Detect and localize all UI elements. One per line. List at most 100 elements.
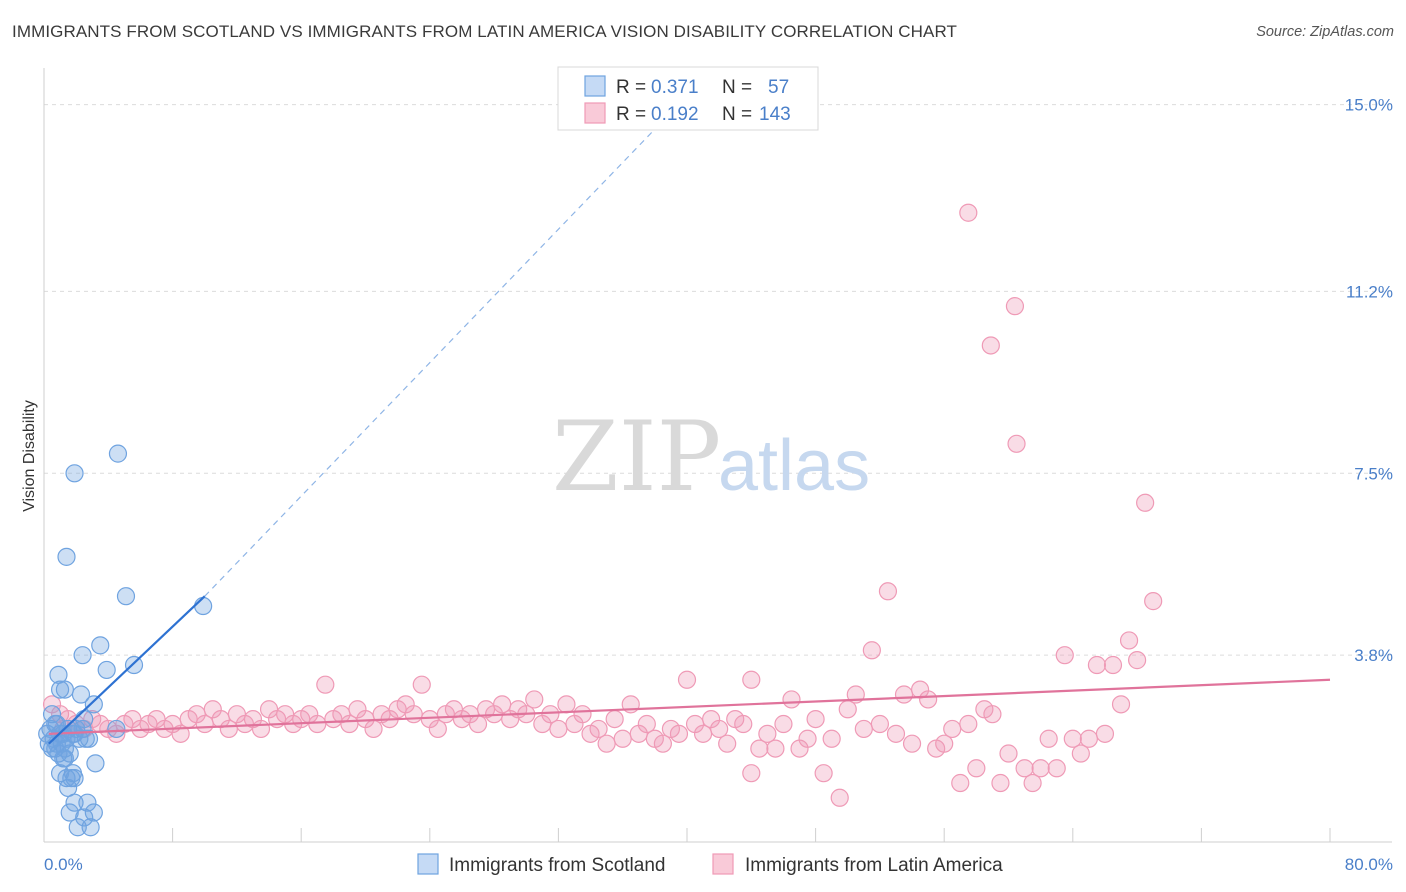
- legend-r-value-2: 0.192: [651, 104, 699, 125]
- scotland-point-32: [91, 636, 110, 655]
- watermark-zip: ZIP: [552, 401, 721, 513]
- scotland-point-31: [86, 754, 105, 773]
- latin-point-70: [597, 734, 616, 753]
- legend-r-label-1: R =: [616, 77, 646, 98]
- latin-point-110: [919, 690, 938, 709]
- latin-point-72: [613, 729, 632, 748]
- latin-point-71: [605, 709, 624, 729]
- latin-point-67: [573, 705, 592, 724]
- latin-point-116: [967, 759, 986, 778]
- latin-point-115: [959, 714, 978, 734]
- scotland-point-29: [79, 729, 99, 748]
- y-axis-label: Vision Disability: [21, 400, 38, 512]
- source-label: Source: ZipAtlas.com: [1256, 24, 1394, 40]
- scotland-point-26: [71, 685, 91, 704]
- scotland-point-52: [81, 818, 100, 837]
- latin-point-63: [541, 705, 560, 724]
- latin-point-138: [1144, 592, 1163, 611]
- latin-point-136: [1127, 651, 1147, 670]
- top-legend: R = 0.371 N = 57 R = 0.192 N = 143: [557, 66, 819, 131]
- scotland-point-54: [55, 749, 74, 768]
- latin-point-80: [677, 670, 697, 689]
- scotland-point-49: [68, 818, 87, 837]
- latin-point-65: [557, 695, 576, 714]
- latin-point-118: [983, 705, 1002, 724]
- scotland-point-16: [50, 680, 70, 699]
- scotland-point-40: [194, 596, 213, 616]
- legend-swatch-latin: [584, 102, 606, 124]
- latin-point-49: [428, 719, 447, 739]
- latin-point-89: [750, 739, 769, 758]
- scotland-point-46: [65, 768, 84, 788]
- latin-point-47: [412, 675, 431, 694]
- latin-point-95: [798, 729, 817, 748]
- chart-title: IMMIGRANTS FROM SCOTLAND VS IMMIGRANTS F…: [12, 22, 958, 41]
- latin-point-121: [1007, 434, 1026, 453]
- latin-point-84: [710, 719, 729, 739]
- latin-point-104: [870, 714, 890, 734]
- latin-point-125: [1039, 729, 1058, 748]
- scotland-point-9: [42, 705, 62, 724]
- latin-point-122: [1015, 759, 1034, 778]
- latin-point-99: [830, 788, 849, 807]
- x-tick-label-0: 0.0%: [44, 855, 83, 874]
- scotland-point-48: [65, 793, 84, 812]
- scotland-point-30: [84, 695, 103, 714]
- latin-point-140: [1005, 297, 1025, 316]
- scotland-point-36: [124, 655, 144, 675]
- scotland-point-51: [78, 793, 97, 812]
- latin-point-35: [316, 675, 335, 694]
- scotland-point-53: [84, 803, 103, 822]
- legend-n-label-2: N =: [722, 104, 752, 125]
- legend-n-value-2: 143: [759, 104, 791, 125]
- latin-point-142: [742, 670, 761, 689]
- y-tick-label-0: 3.8%: [1354, 646, 1393, 665]
- latin-point-123: [1023, 773, 1042, 793]
- latin-point-126: [1047, 759, 1066, 778]
- latin-point-92: [774, 714, 793, 734]
- latin-point-91: [766, 739, 785, 758]
- latin-point-88: [742, 764, 761, 783]
- latin-point-77: [653, 734, 672, 753]
- latin-point-108: [902, 734, 922, 753]
- bottom-legend-swatch-scotland: [417, 853, 439, 875]
- latin-point-103: [862, 641, 881, 660]
- latin-point-130: [1079, 729, 1098, 748]
- latin-point-128: [1063, 729, 1082, 748]
- latin-point-27: [251, 719, 271, 739]
- scotland-point-27: [73, 646, 92, 665]
- latin-point-64: [549, 719, 568, 739]
- series-scotland-points: [38, 444, 213, 837]
- latin-point-85: [718, 734, 737, 753]
- scotland-trend-extension: [204, 128, 656, 597]
- latin-trend-line: [48, 678, 1331, 735]
- bottom-legend: Immigrants from Scotland Immigrants from…: [417, 853, 1003, 876]
- latin-point-129: [1071, 744, 1090, 763]
- latin-point-97: [814, 764, 833, 783]
- latin-point-139: [981, 336, 1000, 355]
- bottom-legend-swatch-latin: [712, 853, 734, 875]
- trend-lines: [48, 128, 1331, 745]
- latin-point-124: [1031, 759, 1050, 778]
- legend-r-label-2: R =: [616, 104, 646, 125]
- scotland-point-50: [75, 808, 94, 827]
- latin-point-87: [734, 714, 753, 734]
- latin-point-135: [1119, 631, 1139, 650]
- latin-point-17: [171, 724, 190, 743]
- legend-n-value-1: 57: [768, 77, 789, 98]
- latin-point-120: [999, 744, 1018, 763]
- latin-point-98: [822, 729, 841, 748]
- latin-point-61: [525, 690, 544, 709]
- latin-point-137: [1136, 493, 1155, 512]
- latin-point-34: [308, 714, 327, 734]
- watermark-atlas: atlas: [718, 426, 870, 506]
- scotland-point-34: [107, 719, 126, 739]
- legend-r-value-1: 0.371: [651, 77, 699, 98]
- latin-point-69: [589, 719, 608, 739]
- latin-point-107: [894, 685, 914, 704]
- latin-point-90: [758, 724, 777, 743]
- latin-point-112: [935, 734, 954, 753]
- scotland-point-37: [108, 444, 128, 463]
- latin-point-133: [1103, 655, 1123, 675]
